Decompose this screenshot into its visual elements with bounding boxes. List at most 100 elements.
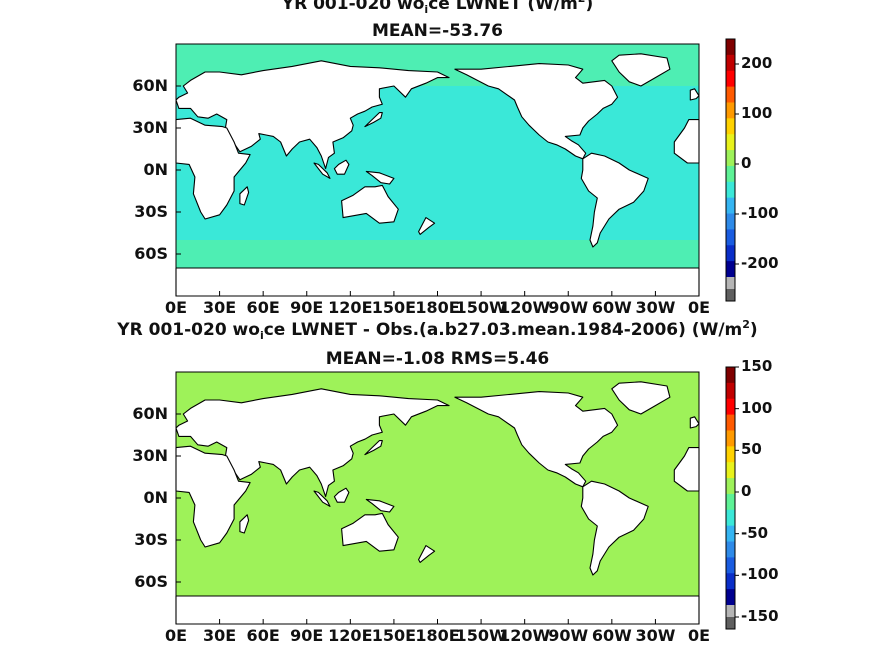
panel2-ytick-label-2: 0N bbox=[143, 488, 168, 507]
panel2-land-new-zealand bbox=[418, 545, 436, 563]
panel1-colorbar-seg-4 bbox=[726, 102, 735, 119]
panel2-colorbar-under-1 bbox=[726, 605, 735, 617]
panel1-colorbar-frame bbox=[725, 38, 736, 302]
panel2-cbtick-label-1: 100 bbox=[741, 398, 773, 417]
panel2-title-text3: ) bbox=[749, 320, 758, 340]
panel2-cbtick-label-6: -150 bbox=[741, 607, 779, 625]
panel1-colorbar-seg-1 bbox=[726, 54, 735, 72]
panel1-colorbar-under-1 bbox=[726, 277, 735, 289]
panel1-land-australia bbox=[341, 184, 399, 224]
panel1-land-madagascar bbox=[239, 186, 250, 206]
panel1-xtick-label-3: 90E bbox=[290, 298, 324, 317]
panel1-colorbar-under-2 bbox=[726, 289, 735, 301]
panel1-cbtick-label-4: -200 bbox=[741, 254, 779, 272]
panel2-xtick-label-6: 180E bbox=[415, 626, 460, 645]
panel1-cbtick-label-2: 0 bbox=[741, 154, 752, 172]
panel2-colorbar-seg-9 bbox=[726, 509, 735, 527]
panel1-title-text2: ce LWNET (W/m bbox=[428, 0, 578, 14]
panel1-cbtick-label-1: 100 bbox=[741, 104, 773, 122]
panel2-xtick-label-2: 60E bbox=[246, 626, 280, 645]
panel2-title-text: YR 001-020 wo bbox=[117, 320, 260, 340]
panel2-land-eurasia bbox=[175, 388, 450, 498]
panel1-colorbar-seg-2 bbox=[726, 70, 735, 88]
panel1-colorbar-seg-8 bbox=[726, 165, 735, 183]
panel2-xtick-label-10: 60W bbox=[591, 626, 632, 645]
panel1-land-greenland bbox=[611, 53, 671, 87]
panel2-xtick-label-9: 90W bbox=[548, 626, 589, 645]
panel2-xtick-label-0: 0E bbox=[164, 626, 188, 645]
panel2-land-uk bbox=[689, 416, 700, 429]
panel1-subtitle: MEAN=-53.76 bbox=[372, 21, 503, 41]
panel2-cbtick-label-0: 150 bbox=[741, 357, 773, 375]
panel1-colorbar-seg-14 bbox=[726, 261, 735, 278]
panel2-colorbar-seg-13 bbox=[726, 573, 735, 590]
panel2-xtick-label-1: 30E bbox=[202, 626, 237, 645]
panel1-ytick-label-1: 30N bbox=[132, 118, 168, 137]
panel2-ytick-label-3: 30S bbox=[134, 530, 168, 549]
panel1-xtick-label-8: 120W bbox=[499, 298, 551, 317]
panel2-cbtick-label-4: -50 bbox=[741, 523, 769, 542]
panel2-land-south-america bbox=[580, 480, 649, 576]
panel1-xtick-label-4: 120E bbox=[328, 298, 373, 317]
panel2-colorbar-seg-7 bbox=[726, 478, 735, 495]
panel1-cbtick-label-3: -100 bbox=[741, 204, 779, 222]
panel1-colorbar-seg-13 bbox=[726, 245, 735, 262]
panel1-colorbar-seg-0 bbox=[726, 39, 735, 56]
panel2-colorbar-frame bbox=[725, 366, 736, 630]
panel2-colorbar-seg-11 bbox=[726, 541, 735, 558]
panel1-land-new-zealand bbox=[418, 217, 436, 235]
panel1-xtick-label-0: 0E bbox=[164, 298, 188, 317]
panel1-land-south-america bbox=[580, 152, 649, 248]
panel2-land-greenland bbox=[611, 381, 671, 415]
panel2-colorbar-under-2 bbox=[726, 617, 735, 629]
panel2-land-borneo bbox=[333, 487, 350, 503]
panel2-land-australia bbox=[341, 512, 399, 552]
panel2-land-japan bbox=[364, 440, 383, 456]
panel1-title: YR 001-020 woice LWNET (W/m2) bbox=[0, 0, 875, 16]
panel1-title-sub: i bbox=[424, 3, 429, 16]
panel1-xtick-label-11: 30W bbox=[635, 298, 676, 317]
panel1-xtick-label-1: 30E bbox=[202, 298, 237, 317]
panel1-colorbar-seg-3 bbox=[726, 86, 735, 103]
panel1-title-sup: 2 bbox=[578, 0, 586, 5]
panel2-colorbar-seg-3 bbox=[726, 414, 735, 431]
panel1-land-africa-arabia bbox=[175, 117, 251, 220]
panel2-land-africa-arabia bbox=[175, 445, 251, 548]
panel2-colorbar-seg-6 bbox=[726, 462, 735, 479]
panel1-xtick-label-12: 0E bbox=[687, 298, 711, 317]
panel1-ytick-label-0: 60N bbox=[132, 76, 168, 95]
panel1-colorbar-seg-10 bbox=[726, 197, 735, 215]
panel1-land-sumatra bbox=[313, 162, 331, 179]
panel1-xtick-label-9: 90W bbox=[548, 298, 589, 317]
panel2-colorbar-seg-10 bbox=[726, 525, 735, 543]
panel2-title-sup: 2 bbox=[742, 318, 750, 331]
panel2-colorbar-seg-1 bbox=[726, 382, 735, 400]
panel1-cbtick-label-0: 200 bbox=[741, 54, 773, 72]
panel2-land-new-guinea bbox=[365, 498, 395, 513]
panel2-xtick-label-12: 0E bbox=[687, 626, 711, 645]
panel1-colorbar-seg-11 bbox=[726, 213, 735, 230]
panel2-xtick-label-4: 120E bbox=[328, 626, 373, 645]
panel1-ytick-label-2: 0N bbox=[143, 160, 168, 179]
panel1-colorbar-seg-6 bbox=[726, 134, 735, 151]
panel2-colorbar-seg-2 bbox=[726, 398, 735, 416]
panel2-land-north-america bbox=[454, 391, 619, 488]
panel2-ytick-label-0: 60N bbox=[132, 404, 168, 423]
panel2-title: YR 001-020 woice LWNET - Obs.(a.b27.03.m… bbox=[0, 318, 875, 342]
panel1-land-borneo bbox=[333, 159, 350, 175]
panel1-title-text: YR 001-020 wo bbox=[281, 0, 425, 14]
panel2-cbtick-label-5: -100 bbox=[741, 565, 779, 584]
panel2-colorbar-seg-8 bbox=[726, 493, 735, 511]
panel1-ytick-label-3: 30S bbox=[134, 202, 168, 221]
panel2-colorbar-seg-14 bbox=[726, 589, 735, 606]
panel1-xtick-label-7: 150W bbox=[455, 298, 507, 317]
panel1-title-text3: ) bbox=[585, 0, 594, 14]
panel2-colorbar-seg-0 bbox=[726, 367, 735, 384]
panel1-land-uk bbox=[689, 88, 700, 101]
panel1-colorbar-seg-7 bbox=[726, 150, 735, 167]
panel1-land-eurasia bbox=[175, 60, 450, 170]
panel2-ytick-label-4: 60S bbox=[134, 572, 168, 591]
panel2-colorbar-seg-12 bbox=[726, 557, 735, 574]
panel2-cbtick-label-3: 0 bbox=[741, 482, 752, 500]
panel1-xtick-label-10: 60W bbox=[591, 298, 632, 317]
